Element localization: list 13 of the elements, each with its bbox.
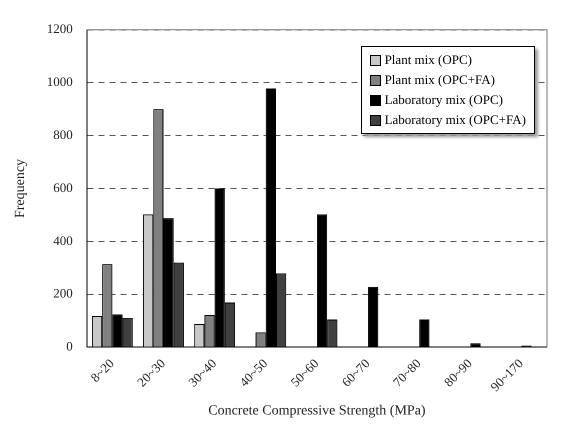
y-tick-label: 1200 [46,21,73,36]
legend-label: Plant mix (OPC+FA) [384,71,495,89]
y-tick-label: 600 [53,180,73,195]
y-axis-title: Frequency [13,158,28,218]
legend-label: Plant mix (OPC) [384,51,472,69]
y-tick-label: 800 [53,127,73,142]
legend-label: Laboratory mix (OPC) [384,91,503,109]
y-tick-label: 0 [66,338,73,354]
x-axis-title: Concrete Compressive Strength (MPa) [208,403,426,418]
legend-label: Laboratory mix (OPC+FA) [384,111,526,129]
y-tick-label: 400 [53,232,73,248]
y-tick-label: 1000 [46,74,73,90]
y-tick-label: 200 [53,286,73,301]
